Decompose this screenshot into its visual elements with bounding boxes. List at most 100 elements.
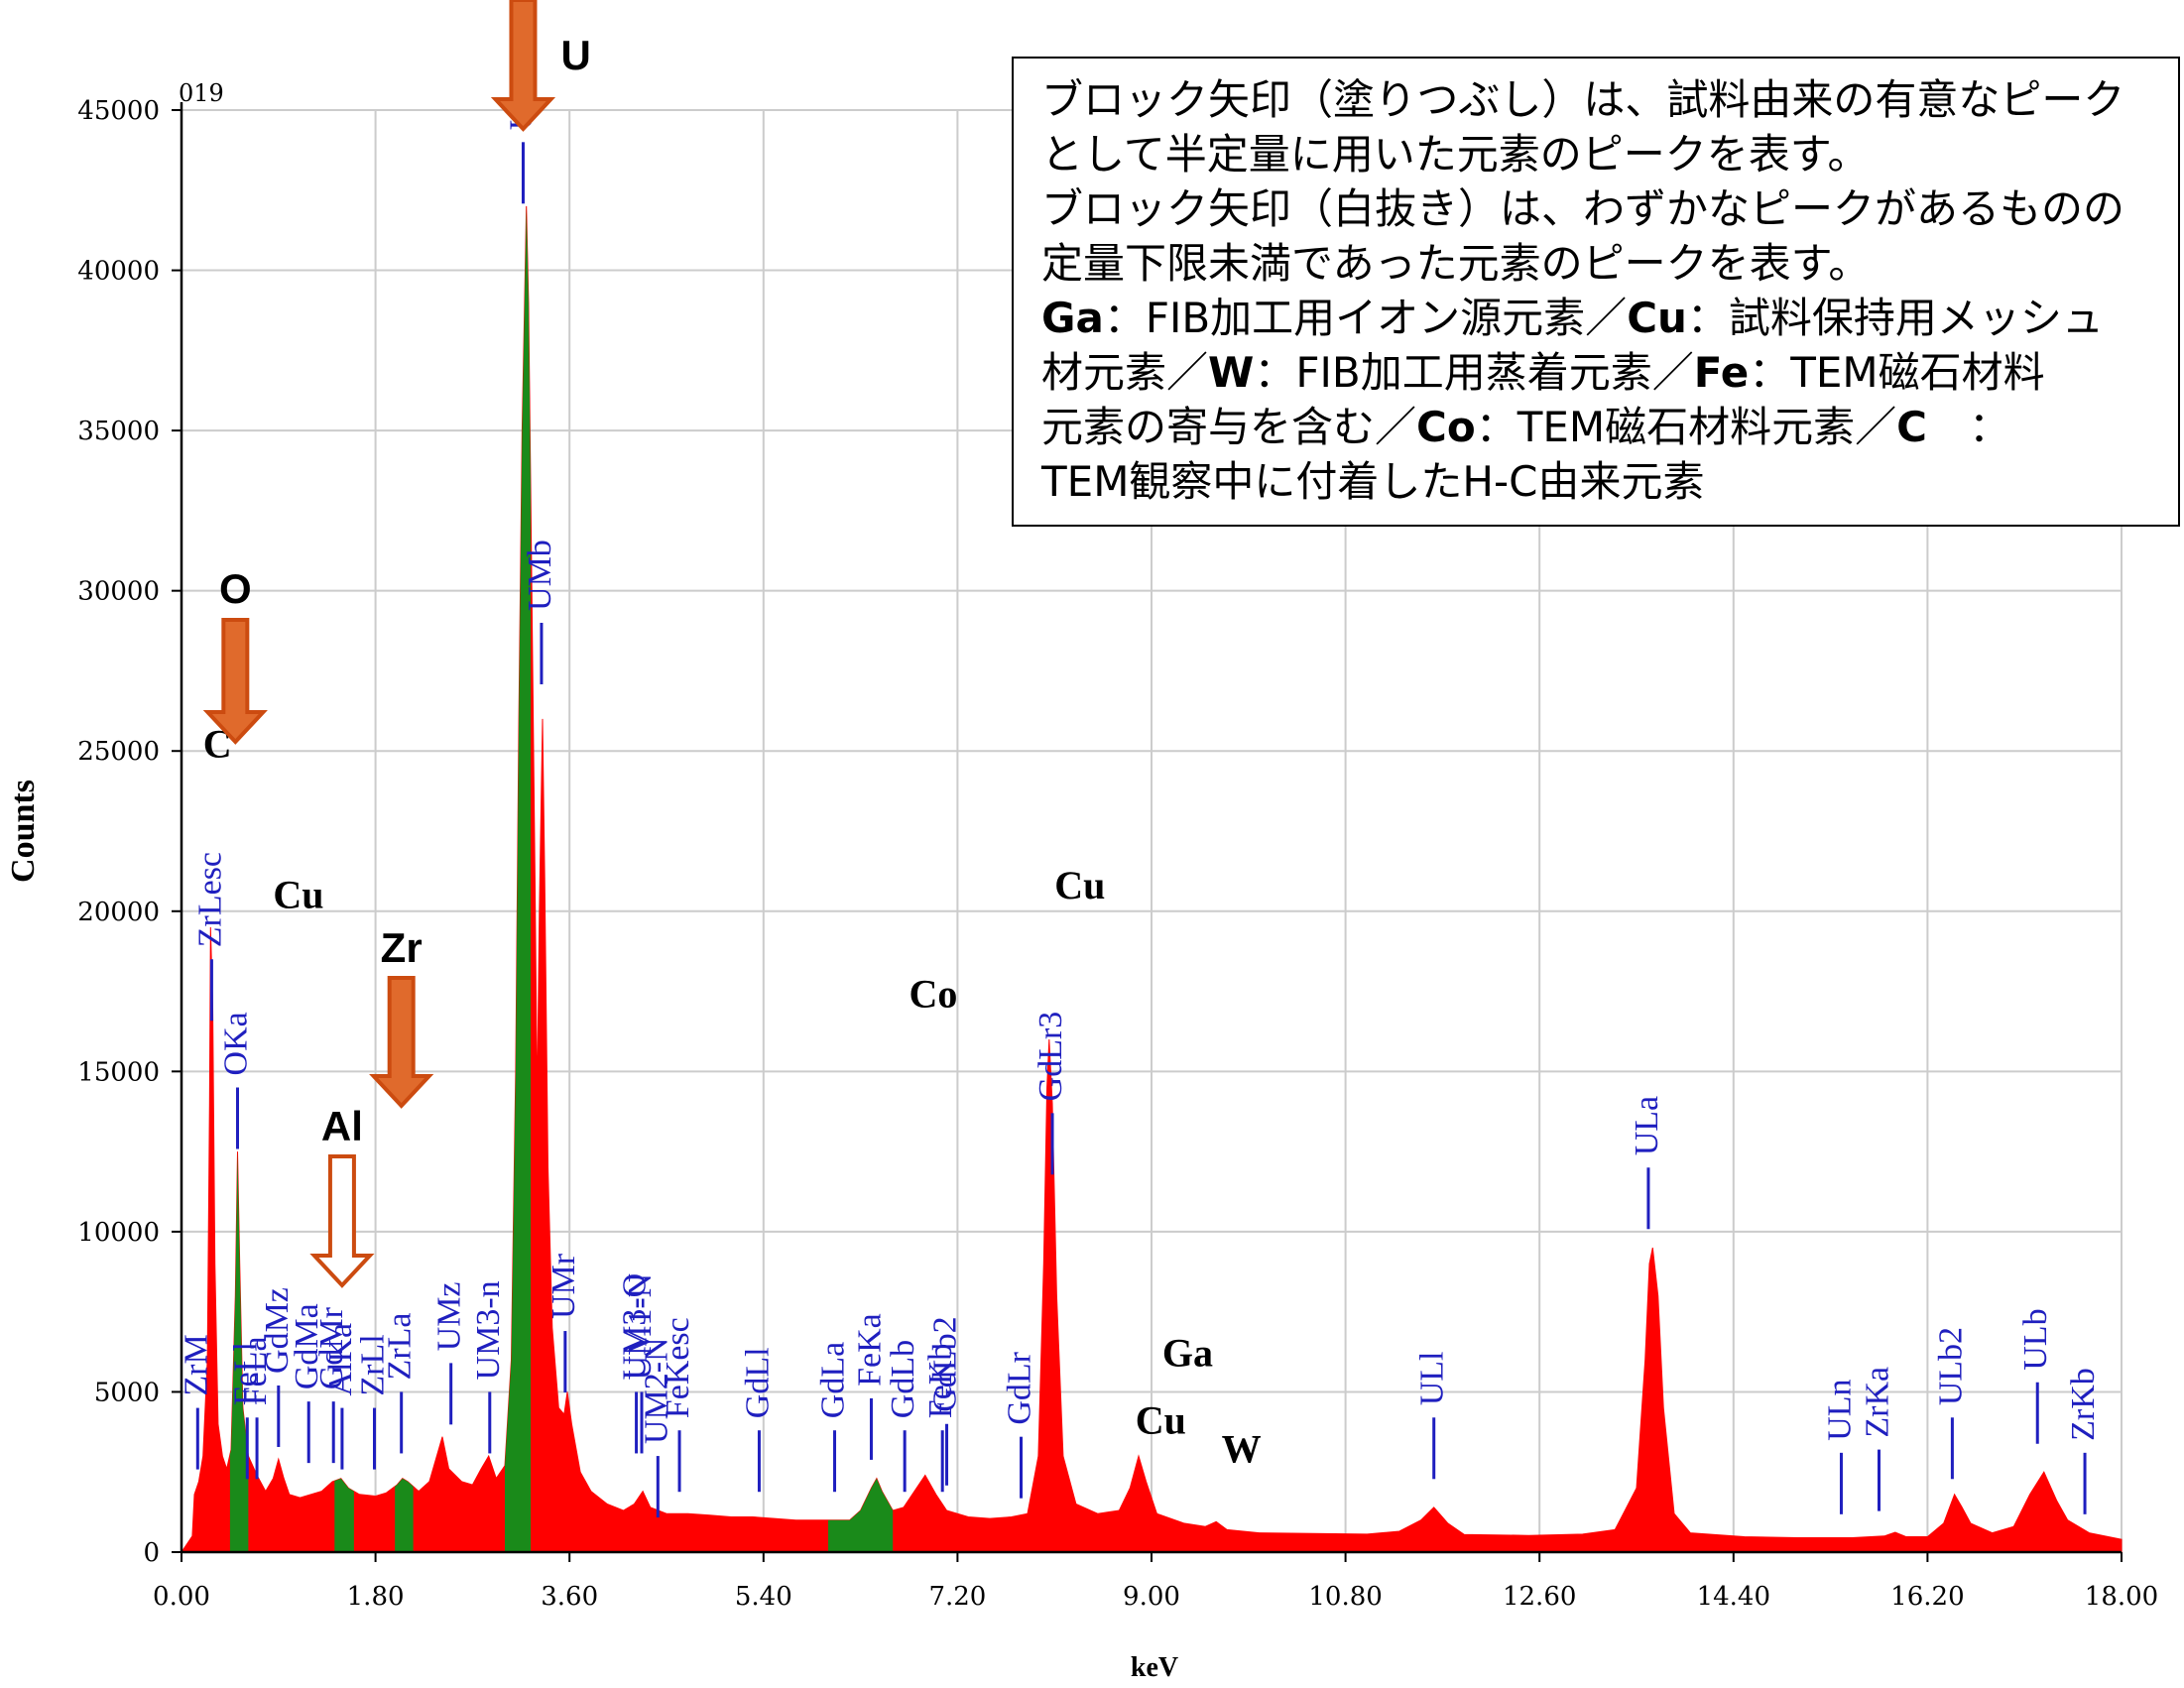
line-marker-label: ZrM [178, 1334, 214, 1395]
line-marker-label: GdLa [815, 1342, 852, 1418]
y-tick-label: 0 [143, 1538, 160, 1568]
block-arrow [490, 0, 556, 132]
legend-text: ：FIB加工用イオン源元素／ [1103, 294, 1628, 342]
legend-text: 元素の寄与を含む／ [1041, 403, 1417, 451]
line-marker-label: AlKa [322, 1323, 359, 1396]
legend-text: ：TEM磁石材料 [1749, 348, 2045, 397]
legend-line: ブロック矢印（白抜き）は、わずかなピークがあるものの [1041, 181, 2150, 236]
line-marker-label: GdMr [313, 1306, 350, 1389]
legend-element: Ga [1041, 294, 1104, 342]
legend-line: Ga：FIB加工用イオン源元素／Cu：試料保持用メッシュ [1041, 291, 2150, 345]
line-marker-label: GdLr3 [1032, 1012, 1069, 1102]
line-marker-label: UMb [522, 540, 558, 611]
x-tick-label: 16.20 [1890, 1582, 1964, 1612]
block-arrow-label: Zr [381, 924, 423, 971]
line-marker-label: ULa [1629, 1096, 1665, 1155]
x-tick-label: 12.60 [1503, 1582, 1576, 1612]
legend-text: 定量下限未満であった元素のピークを表す。 [1041, 239, 1871, 288]
x-tick-label: 5.40 [735, 1582, 792, 1612]
x-tick-label: 10.80 [1308, 1582, 1382, 1612]
legend-element: Cu [1627, 294, 1687, 342]
x-axis-title: keV [1131, 1652, 1178, 1683]
element-label: Co [910, 972, 958, 1017]
y-tick-label: 20000 [77, 898, 160, 927]
axes: 0 5000 10000 15000 20000 25000 30000 35000 40000… [77, 96, 2158, 1612]
spectrum-id: 019 [179, 79, 224, 107]
legend-note-box: ブロック矢印（塗りつぶし）は、試料由来の有意なピーク として半定量に用いた元素の… [1012, 57, 2180, 527]
line-marker-label: GdLb2 [927, 1316, 964, 1411]
x-tick-label: 1.80 [347, 1582, 405, 1612]
line-marker-label: ZrKa [1860, 1367, 1896, 1438]
legend-line: TEM観察中に付着したH-C由来元素 [1041, 454, 2150, 509]
legend-element: W [1208, 348, 1255, 397]
legend-line: 元素の寄与を含む／Co：TEM磁石材料元素／C ： [1041, 400, 2150, 454]
grid [182, 109, 2123, 1552]
legend-text: ：FIB加工用蒸着元素／ [1254, 348, 1694, 397]
y-tick-label: 35000 [77, 417, 160, 446]
legend-element: C [1896, 403, 1927, 451]
y-tick-label: 25000 [77, 737, 160, 767]
legend-line: 定量下限未満であった元素のピークを表す。 [1041, 236, 2150, 291]
line-marker-label: GdMz [259, 1287, 296, 1374]
y-tick-label: 30000 [77, 577, 160, 607]
line-marker-label: FeKb [922, 1344, 959, 1419]
line-marker-label: UM2-N [638, 1337, 674, 1444]
element-label: Cu [273, 873, 323, 917]
legend-element: Fe [1693, 348, 1750, 397]
line-marker-label: FeLa [237, 1336, 274, 1405]
legend-text: ： [1926, 403, 2010, 451]
block-arrows: O U Zr Al [202, 0, 591, 1288]
spectrum-area [181, 205, 2123, 1553]
line-marker-label: FeLl [227, 1342, 264, 1405]
x-tick-label: 0.00 [153, 1582, 210, 1612]
line-marker-label: UMr [546, 1253, 582, 1319]
block-arrow-label: O [219, 565, 252, 612]
line-marker-label: UMz [431, 1281, 468, 1351]
line-marker-label: GdMa [289, 1303, 325, 1389]
line-marker-label: ZrKb [2065, 1368, 2102, 1441]
legend-text: TEM観察中に付着したH-C由来元素 [1041, 457, 1705, 506]
legend-text: 材元素／ [1041, 348, 1209, 397]
line-marker-label: ZrLesc [191, 852, 228, 947]
y-tick-label: 10000 [77, 1218, 160, 1248]
block-arrow [369, 976, 434, 1109]
element-label: Cu [1136, 1397, 1186, 1442]
legend-text: ：TEM磁石材料元素／ [1475, 403, 1897, 451]
element-label: Ga [1162, 1331, 1213, 1376]
line-marker-label: UM3-O [617, 1273, 654, 1381]
line-marker-label: ULb [2017, 1308, 2054, 1370]
legend-element: Co [1416, 403, 1476, 451]
highlight-region [229, 205, 249, 1552]
block-arrow-label: Al [321, 1103, 363, 1149]
element-label: W [1222, 1427, 1262, 1472]
line-marker-label: ZrLl [355, 1334, 392, 1395]
x-tick-label: 7.20 [928, 1582, 986, 1612]
line-marker-label: UM1-N [622, 1273, 659, 1381]
element-label: Cu [1054, 863, 1105, 907]
x-tick-label: 18.00 [2085, 1582, 2158, 1612]
y-tick-label: 5000 [94, 1378, 160, 1407]
x-tick-label: 14.40 [1697, 1582, 1770, 1612]
line-marker-label: FeKesc [660, 1317, 696, 1418]
x-tick-label: 9.00 [1123, 1582, 1180, 1612]
line-marker-label: ULb2 [1932, 1327, 1969, 1405]
block-arrow [309, 1154, 375, 1288]
legend-line: ブロック矢印（塗りつぶし）は、試料由来の有意なピーク [1041, 72, 2150, 127]
legend-text: ブロック矢印（白抜き）は、わずかなピークがあるものの [1041, 184, 2125, 233]
line-marker-label: OKa [218, 1012, 255, 1075]
block-arrow-label: U [560, 32, 590, 78]
legend-line: として半定量に用いた元素のピークを表す。 [1041, 127, 2150, 181]
x-tick-label: 3.60 [541, 1582, 598, 1612]
line-marker-label: GdLl [739, 1347, 776, 1418]
y-tick-label: 15000 [77, 1057, 160, 1087]
legend-line: 材元素／W：FIB加工用蒸着元素／Fe：TEM磁石材料 [1041, 345, 2150, 400]
line-marker-label: FeKa [851, 1313, 888, 1387]
y-tick-label: 45000 [77, 96, 160, 126]
line-marker-label: GdLr [1002, 1351, 1038, 1424]
legend-text: ：試料保持用メッシュ [1686, 294, 2104, 342]
legend-text: として半定量に用いた元素のピークを表す。 [1041, 130, 1870, 179]
y-tick-label: 40000 [77, 257, 160, 287]
block-arrow [202, 618, 268, 745]
